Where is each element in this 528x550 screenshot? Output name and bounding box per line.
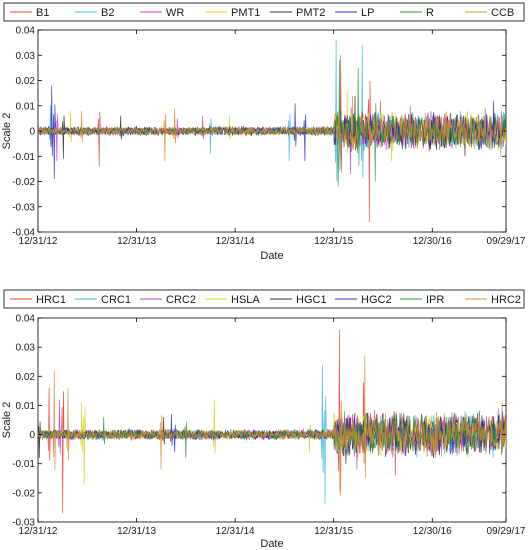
series-line-hrc2	[38, 355, 506, 496]
bottom-axes-box	[37, 317, 507, 523]
y-tick-label: 0.01	[16, 101, 36, 112]
y-tick-label: 0.03	[16, 343, 36, 354]
x-tick-label: 12/31/14	[216, 526, 255, 537]
y-tick-label: -0.03	[12, 202, 35, 213]
y-tick-label: 0.04	[16, 26, 36, 37]
series-line-ccb	[38, 95, 506, 162]
legend-label-hrc2: HRC2	[491, 294, 521, 306]
y-tick-label: -0.02	[12, 488, 35, 499]
bottom-x-axis-label: Date	[260, 538, 283, 550]
y-tick-label: -0.02	[12, 177, 35, 188]
x-tick-label: 12/31/12	[19, 526, 58, 537]
series-line-r	[38, 60, 506, 187]
legend-label-crc1: CRC1	[101, 294, 131, 306]
legend-label-hsla: HSLA	[231, 294, 260, 306]
legend-label-b1: B1	[36, 7, 49, 19]
y-tick-label: -0.03	[12, 518, 35, 529]
legend-label-hgc2: HGC2	[361, 294, 392, 306]
bottom-x-ticks: 12/31/12 12/31/13 12/31/14 12/31/15 12/30/16…	[19, 318, 526, 537]
x-tick-label: 12/31/15	[314, 526, 353, 537]
x-tick-label: 12/30/16	[413, 236, 452, 247]
bottom-y-axis-label: Scale 2	[1, 402, 13, 439]
top-y-ticks: -0.04 -0.03 -0.02 -0.01 0 0.01 0.02 0.03 0.04	[12, 26, 506, 239]
legend-label-hrc1: HRC1	[36, 294, 66, 306]
y-tick-label: 0.03	[16, 51, 36, 62]
x-tick-label: 09/29/17	[487, 236, 526, 247]
y-tick-label: 0.02	[16, 372, 36, 383]
bottom-panel: -0.03 -0.02 -0.01 0 0.01 0.02 0.03 0.04 12/31/1…	[1, 289, 526, 550]
top-series-lines	[38, 40, 506, 222]
x-tick-label: 09/29/17	[487, 526, 526, 537]
x-tick-label: 12/31/13	[117, 526, 156, 537]
legend-label-pmt2: PMT2	[296, 7, 325, 19]
x-tick-label: 12/31/14	[216, 236, 255, 247]
legend-label-wr: WR	[166, 7, 184, 19]
legend-label-crc2: CRC2	[166, 294, 196, 306]
legend-label-ccb: CCB	[491, 7, 514, 19]
x-tick-label: 12/31/12	[19, 236, 58, 247]
bottom-series-lines	[38, 329, 506, 514]
legend-label-lp: LP	[361, 7, 374, 19]
y-tick-label: 0.01	[16, 401, 36, 412]
top-legend-box	[3, 2, 525, 22]
legend-label-hgc1: HGC1	[296, 294, 327, 306]
x-tick-label: 12/31/15	[314, 236, 353, 247]
top-legend: B1 B2 WR PMT1 PMT2 LP R CCB	[3, 2, 525, 22]
legend-label-pmt1: PMT1	[231, 7, 260, 19]
y-tick-label: 0	[29, 127, 35, 138]
bottom-y-ticks: -0.03 -0.02 -0.01 0 0.01 0.02 0.03 0.04	[12, 314, 506, 529]
y-tick-label: 0.04	[16, 314, 36, 325]
bottom-legend: HRC1 CRC1 CRC2 HSLA HGC1 HGC2 IPR HRC2	[3, 289, 525, 309]
x-tick-label: 12/30/16	[413, 526, 452, 537]
bottom-legend-box	[3, 289, 525, 309]
y-tick-label: -0.01	[12, 152, 35, 163]
legend-label-r: R	[426, 7, 434, 19]
top-y-axis-label: Scale 2	[1, 113, 13, 150]
legend-label-b2: B2	[101, 7, 114, 19]
y-tick-label: -0.04	[12, 228, 35, 239]
top-panel: -0.04 -0.03 -0.02 -0.01 0 0.01 0.02 0.03 0.04 12…	[1, 2, 526, 262]
y-tick-label: -0.01	[12, 459, 35, 470]
y-tick-label: 0	[29, 430, 35, 441]
y-tick-label: 0.02	[16, 76, 36, 87]
x-tick-label: 12/31/13	[117, 236, 156, 247]
top-x-ticks: 12/31/12 12/31/13 12/31/14 12/31/15 12/30/16…	[19, 30, 526, 247]
top-x-axis-label: Date	[260, 250, 283, 262]
legend-label-ipr: IPR	[426, 294, 444, 306]
